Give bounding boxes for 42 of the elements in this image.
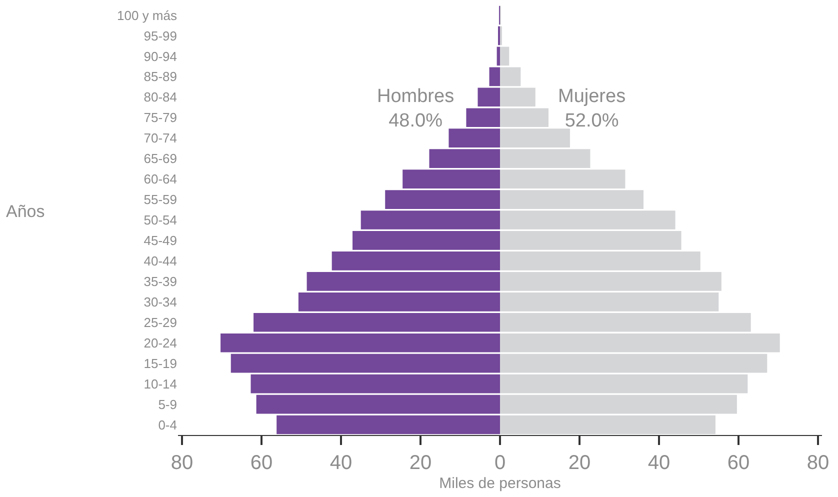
bar <box>256 394 500 414</box>
annotation: 48.0% <box>388 110 443 132</box>
x-axis-title: Miles de personas <box>439 475 561 492</box>
y-tick-label: 0-4 <box>158 417 177 432</box>
series-label: Mujeres <box>558 86 626 107</box>
x-tick-label: 20 <box>409 452 432 474</box>
x-tick-label: 60 <box>250 452 273 474</box>
y-tick-label: 90-94 <box>144 48 177 64</box>
x-tick-label: 40 <box>330 452 352 474</box>
y-tick-label: 20-24 <box>144 335 177 350</box>
y-tick-label: 60-64 <box>144 172 177 187</box>
y-tick-label: 40-44 <box>144 254 177 268</box>
y-tick-label: 70-74 <box>144 130 177 146</box>
y-tick-label: 15-19 <box>144 356 177 371</box>
bar <box>496 46 500 66</box>
x-tick-label: 80 <box>170 452 194 474</box>
y-tick-label: 80-84 <box>144 90 177 105</box>
y-tick-label: 45-49 <box>144 233 177 248</box>
x-tick-label: 60 <box>727 452 750 474</box>
y-axis-title: Años <box>6 202 45 221</box>
bar <box>276 415 500 434</box>
x-tick-label: 0 <box>494 452 506 474</box>
y-tick-label: 10-14 <box>144 376 177 392</box>
x-tick-label: 80 <box>806 452 830 474</box>
y-tick-label: 5-9 <box>158 396 177 412</box>
y-tick-label: 85-89 <box>144 69 177 84</box>
bar <box>500 394 737 414</box>
bar <box>500 415 716 434</box>
y-tick-label: 50-54 <box>144 212 177 228</box>
y-tick-label: 25-29 <box>144 314 177 330</box>
y-tick-label: 55-59 <box>144 192 177 208</box>
y-tick-label: 75-79 <box>144 110 177 126</box>
x-tick-label: 20 <box>568 452 591 474</box>
y-tick-label: 95-99 <box>144 28 177 44</box>
y-tick-label: 65-69 <box>144 151 177 166</box>
bar <box>500 46 510 66</box>
y-tick-label: 100 y más <box>117 8 178 23</box>
y-tick-label: 35-39 <box>144 274 177 289</box>
annotation: 52.0% <box>564 110 619 132</box>
x-tick-label: 40 <box>648 452 670 474</box>
series-label: Hombres <box>377 86 454 107</box>
y-tick-label: 30-34 <box>144 294 177 310</box>
